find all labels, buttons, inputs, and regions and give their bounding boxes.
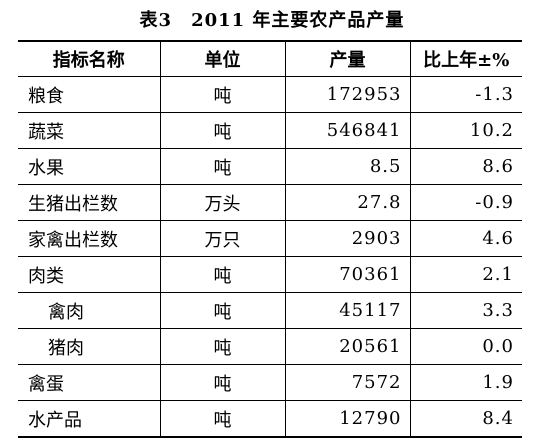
table-cell: 27.8 (284, 184, 410, 221)
data-table: 指标名称 单位 产量 比上年±% 粮食吨 172953 -1.3 蔬菜吨 546841 10.2… (18, 40, 522, 438)
table-cell: -0.9 (409, 184, 522, 221)
table-cell: 45117 (284, 292, 410, 329)
table-cell: 20561 (284, 328, 410, 365)
table-cell: 3.3 (409, 292, 522, 329)
table-row: 水产品吨 12790 8.4 (18, 400, 522, 437)
column-header: 指标名称 (18, 40, 160, 77)
table-cell: 546841 (284, 112, 410, 149)
table-row: 水果吨 8.5 8.6 (18, 148, 522, 185)
table-cell: 禽肉 (18, 292, 160, 329)
table-row: 生猪出栏数 万头 27.8 -0.9 (18, 184, 522, 221)
table-cell: 4.6 (409, 220, 522, 257)
table-row: 家禽出栏数 万只 2903 4.6 (18, 220, 522, 257)
table-cell: 蔬菜 (18, 112, 160, 149)
table-cell: 70361 (284, 256, 410, 293)
table-row: 粮食吨 172953 -1.3 (18, 76, 522, 113)
table-title: 表3 2011 年主要农产品产量 (139, 10, 405, 31)
table-cell: 万头 (159, 184, 285, 221)
table-cell: 0.0 (409, 328, 522, 365)
table-cell: 水果 (18, 148, 160, 185)
table-cell: 吨 (159, 400, 285, 437)
table-cell: 猪肉 (18, 328, 160, 365)
column-header: 产量 (284, 40, 410, 77)
table-cell: 10.2 (409, 112, 522, 149)
table-row: 肉类吨 70361 2.1 (18, 256, 522, 293)
table-cell: 8.4 (409, 400, 522, 437)
table-body: 粮食吨 172953 -1.3 蔬菜吨 546841 10.2 水果吨 8.5 8.6 生猪出栏数… (18, 76, 522, 437)
table-cell: 12790 (284, 400, 410, 437)
table-row: 蔬菜吨 546841 10.2 (18, 112, 522, 149)
table-row: 猪肉吨 20561 0.0 (18, 328, 522, 365)
column-header: 比上年±% (409, 40, 522, 77)
table-cell: 吨 (159, 292, 285, 329)
table-cell: 吨 (159, 112, 285, 149)
table-cell: 7572 (284, 364, 410, 401)
table-cell: 吨 (159, 328, 285, 365)
table-cell: 8.5 (284, 148, 410, 185)
table-cell: 2903 (284, 220, 410, 257)
table-cell: 8.6 (409, 148, 522, 185)
table-cell: 1.9 (409, 364, 522, 401)
table-cell: 禽蛋 (18, 364, 160, 401)
table-cell: 水产品 (18, 400, 160, 437)
table-cell: 吨 (159, 76, 285, 113)
table-cell: 肉类 (18, 256, 160, 293)
column-header: 单位 (159, 40, 285, 77)
table-cell: 粮食 (18, 76, 160, 113)
table-cell: 2.1 (409, 256, 522, 293)
table-cell: 吨 (159, 364, 285, 401)
table-cell: 172953 (284, 76, 410, 113)
table-cell: -1.3 (409, 76, 522, 113)
table-row: 禽蛋吨 7572 1.9 (18, 364, 522, 401)
table-head: 指标名称 单位 产量 比上年±% (18, 40, 522, 77)
header-row: 指标名称 单位 产量 比上年±% (18, 40, 522, 77)
table-cell: 吨 (159, 256, 285, 293)
table-cell: 家禽出栏数 (18, 220, 160, 257)
table-cell: 吨 (159, 148, 285, 185)
table-row: 禽肉吨 45117 3.3 (18, 292, 522, 329)
table-cell: 万只 (159, 220, 285, 257)
table-cell: 生猪出栏数 (18, 184, 160, 221)
